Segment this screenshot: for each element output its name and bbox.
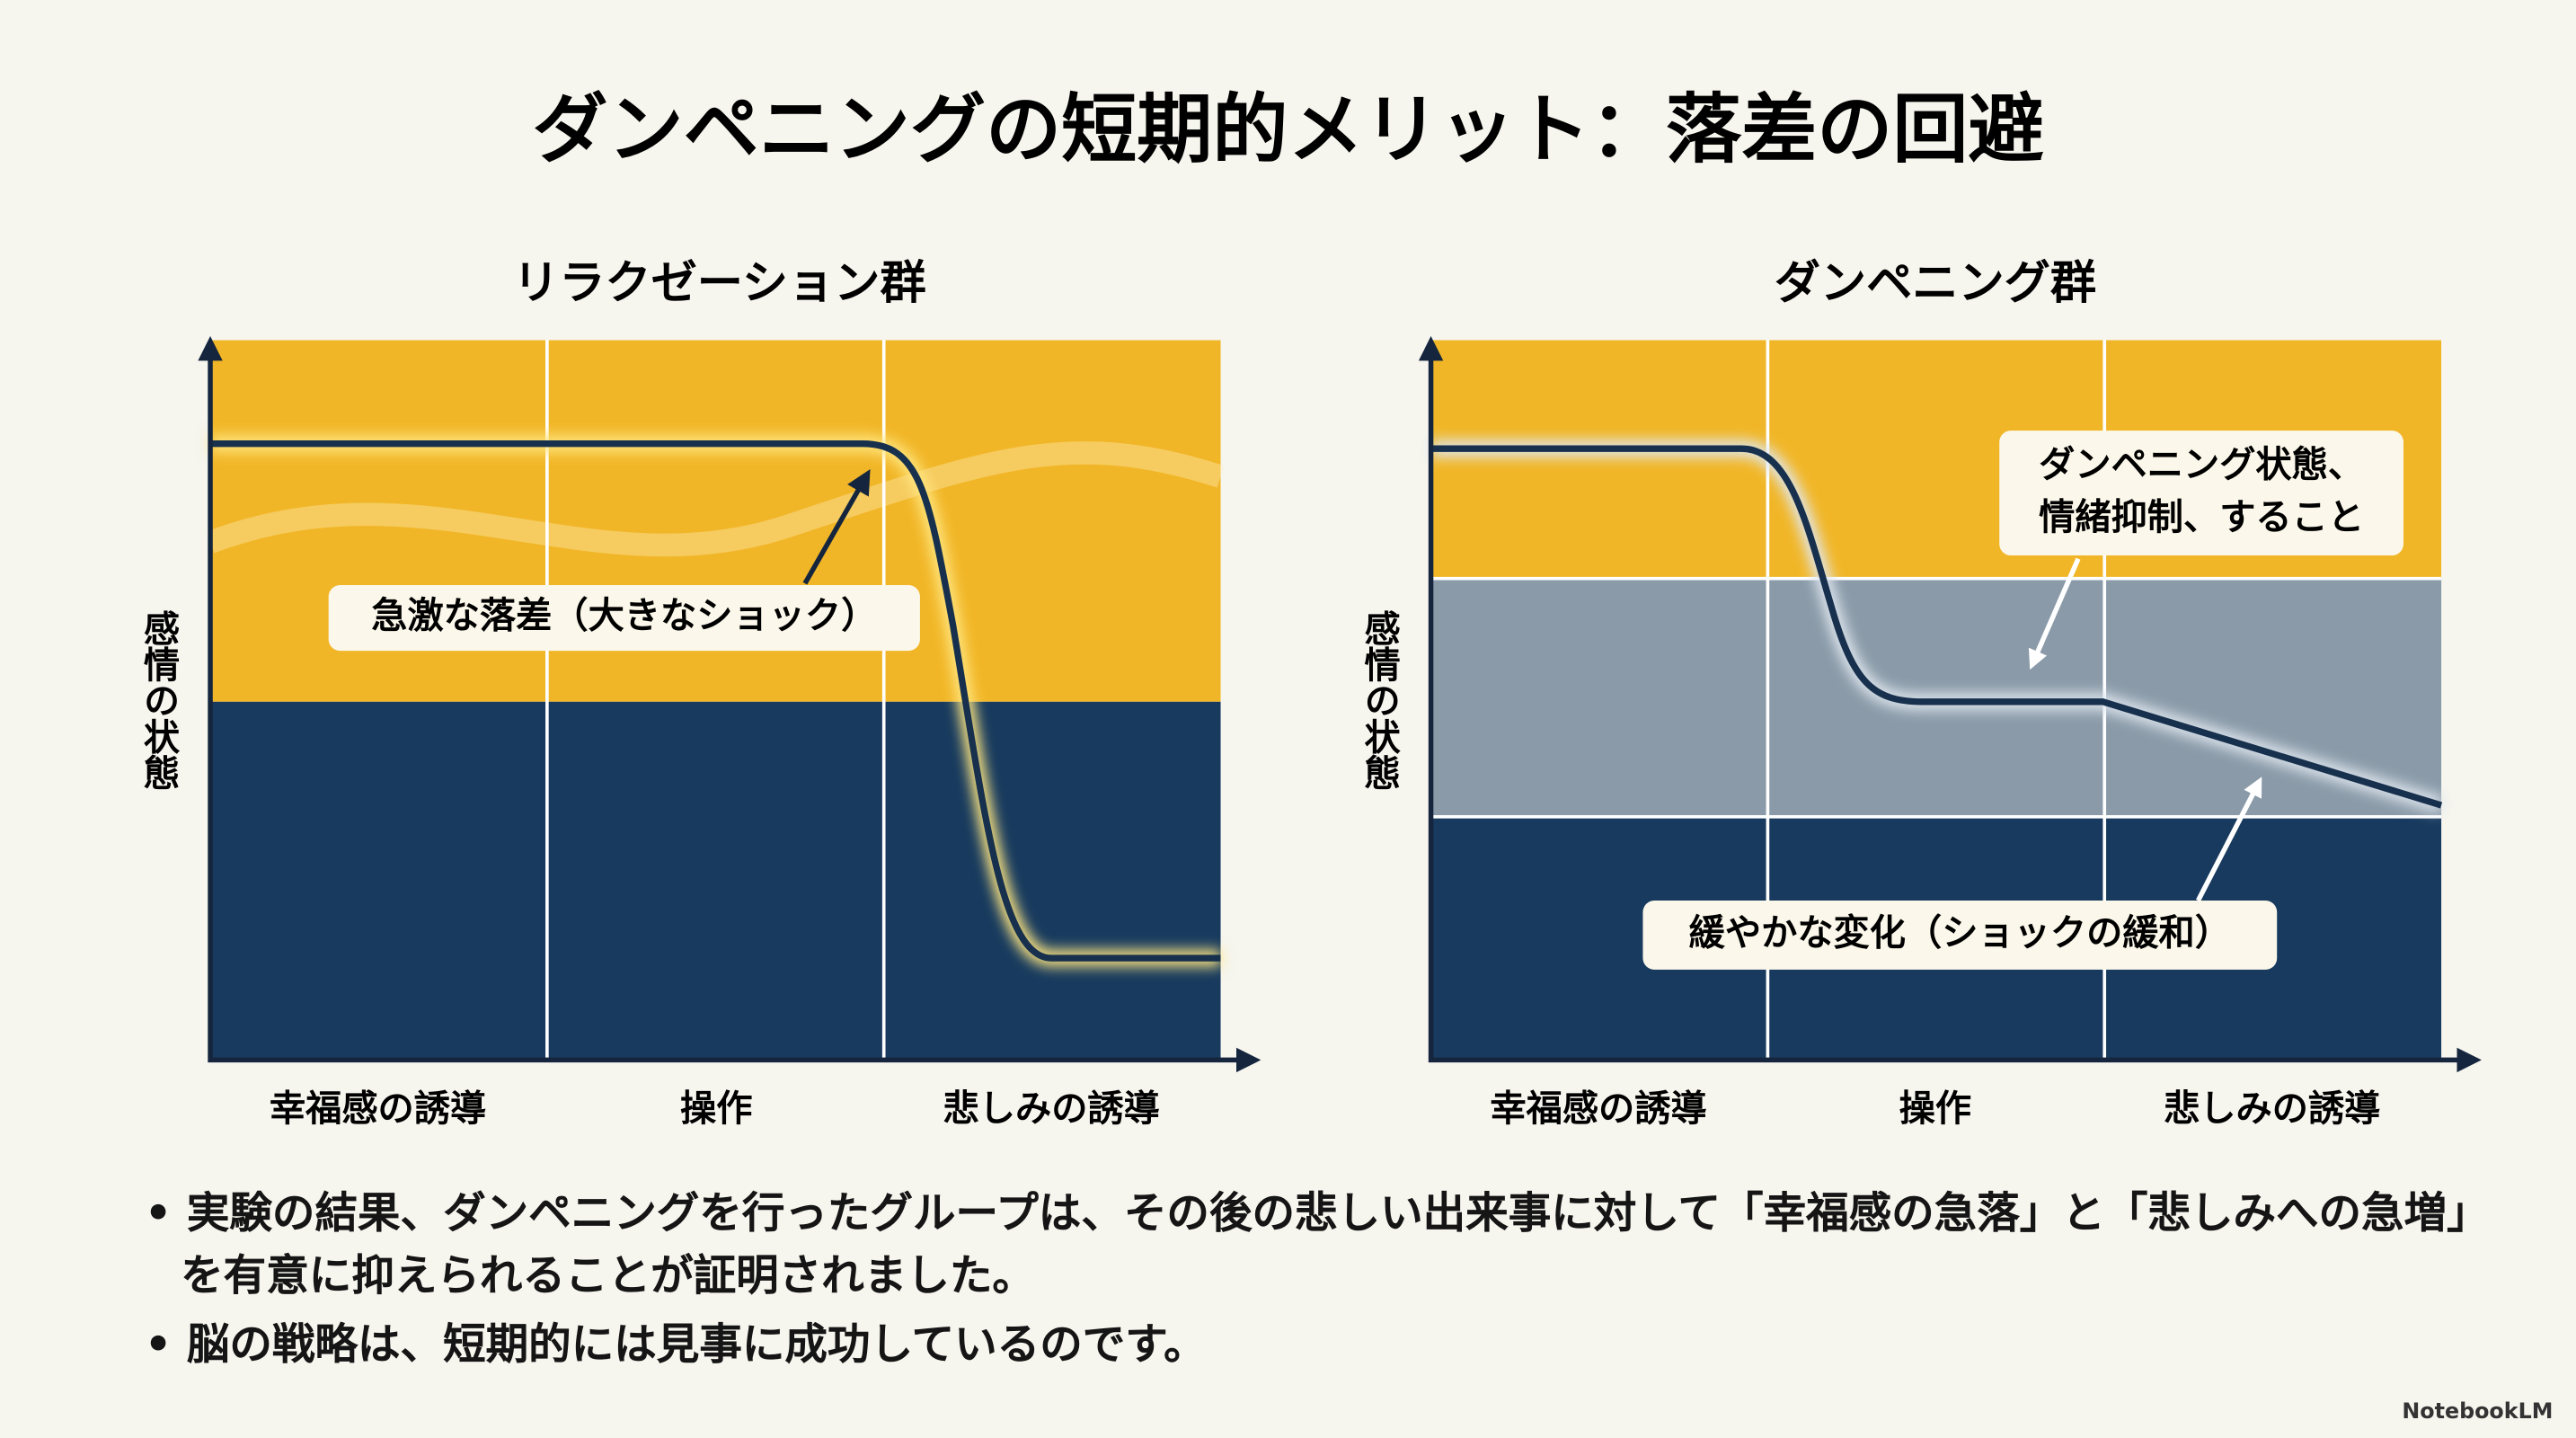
x-label: 幸福感の誘導 (270, 1088, 486, 1130)
x-label: 操作 (1899, 1088, 1971, 1130)
x-label: 幸福感の誘導 (1490, 1088, 1706, 1130)
y-axis-label: 感情の状態 (137, 609, 180, 790)
arrow (2028, 557, 2081, 670)
x-label: 悲しみの誘導 (2164, 1088, 2380, 1130)
arrow (2196, 777, 2262, 902)
arrow (802, 469, 871, 585)
y-axis-label: 感情の状態 (1358, 609, 1400, 790)
annotation: 情緒抑制、すること (2039, 497, 2364, 538)
x-label: 操作 (680, 1088, 752, 1130)
annotation: 緩やかな変化（ショックの緩和） (1689, 912, 2231, 954)
annotation: 急激な落差（大きなショック） (371, 596, 877, 637)
panel-title: リラクゼーション群 (513, 256, 926, 310)
axes (1418, 335, 2482, 1073)
annotation-box (1642, 901, 2278, 970)
axes (198, 335, 1261, 1073)
panel-title: ダンペニング群 (1775, 256, 2096, 310)
bullet: • 実験の結果、ダンペニングを行ったグループは、その後の悲しい出来事に対して「幸… (144, 1189, 2468, 1302)
bullet: • 脳の戦略は、短期的には見事に成功しているのです。 (144, 1321, 1207, 1371)
x-label: 悲しみの誘導 (943, 1088, 1160, 1130)
title: ダンペニングの短期的メリット：落差の回避 (532, 85, 2043, 173)
footer: NotebookLM (2402, 1399, 2554, 1425)
bullet-text: 脳の戦略は、短期的には見事に成功しているのです。 (186, 1321, 1207, 1371)
zone-low (210, 701, 1221, 1061)
annotation-box (1999, 431, 2404, 556)
bullet-text: 実験の結果、ダンペニングを行ったグループは、その後の悲しい出来事に対して「幸福感… (181, 1189, 2468, 1302)
annotation: ダンペニング状態、 (2039, 444, 2364, 485)
annotation-box (328, 584, 920, 652)
